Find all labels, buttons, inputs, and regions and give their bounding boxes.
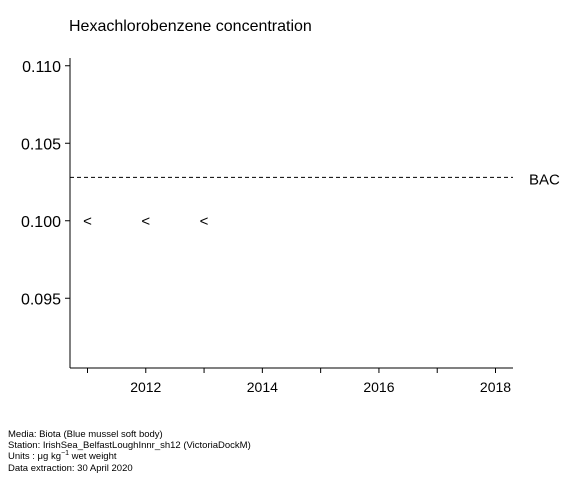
footer-metadata: Media: Biota (Blue mussel soft body) Sta… (8, 429, 251, 474)
chart-title: Hexachlorobenzene concentration (69, 18, 312, 35)
y-tick-label: 0.110 (22, 59, 61, 76)
footer-units-exponent: −1 (61, 450, 69, 458)
y-tick-label: 0.105 (21, 136, 61, 153)
footer-station: Station: IrishSea_BelfastLoughInnr_sh12 … (8, 440, 251, 452)
footer-units-suffix: wet weight (68, 451, 117, 463)
footer-extraction: Data extraction: 30 April 2020 (8, 462, 133, 474)
x-axis-ticks: 2012 2014 2016 2018 (86, 368, 511, 395)
data-points: < < < (83, 213, 209, 230)
y-tick-label: 0.095 (21, 291, 61, 308)
x-tick-label: 2016 (363, 379, 394, 395)
x-tick-label: 2012 (130, 379, 161, 395)
footer-media: Media: Biota (Blue mussel soft body) (8, 429, 163, 440)
y-axis-ticks: 0.095 0.100 0.105 0.110 (21, 59, 70, 308)
footer-units-prefix: Units : μg kg (8, 451, 61, 463)
footer-units: Units : μg kg−1 wet weight (8, 450, 251, 463)
y-tick-label: 0.100 (21, 214, 61, 231)
x-tick-label: 2014 (247, 379, 278, 395)
x-tick-label: 2018 (480, 379, 511, 395)
chart-plot: 0.095 0.100 0.105 0.110 2012 2014 2016 2018 BA… (21, 58, 560, 395)
data-point: < (141, 213, 150, 230)
reference-lines: BAC (70, 171, 560, 188)
data-point: < (200, 213, 209, 230)
reference-line-label: BAC (529, 171, 560, 188)
data-point: < (83, 213, 92, 230)
